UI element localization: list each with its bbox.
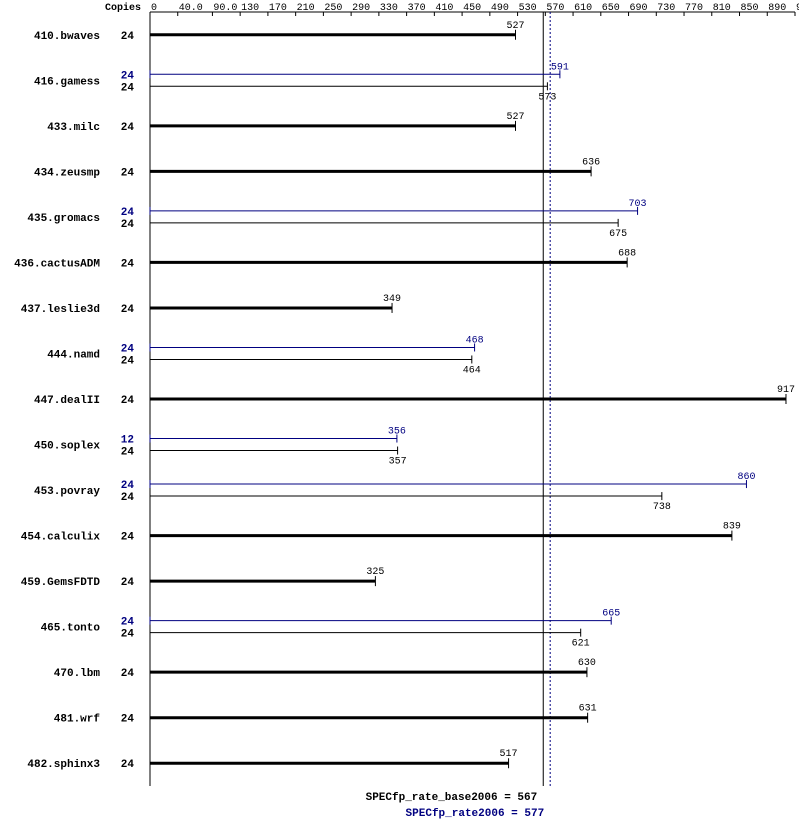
x-tick-label: 450 <box>463 3 481 14</box>
bar-base-value: 688 <box>618 248 636 259</box>
bar-base-value: 839 <box>723 522 741 533</box>
benchmark-name: 433.milc <box>47 122 100 134</box>
copies-base: 24 <box>121 395 135 407</box>
x-tick-label: 210 <box>297 3 315 14</box>
bar-base-value: 527 <box>506 21 524 32</box>
copies-base: 24 <box>121 577 135 589</box>
benchmark-name: 410.bwaves <box>34 31 100 43</box>
x-tick-label: 770 <box>685 3 703 14</box>
benchmark-name: 454.calculix <box>21 532 101 544</box>
benchmark-name: 437.leslie3d <box>21 304 100 316</box>
benchmark-name: 470.lbm <box>54 668 101 680</box>
benchmark-name: 444.namd <box>47 349 100 361</box>
bar-peak-value: 468 <box>466 335 484 346</box>
copies-base: 24 <box>121 532 135 544</box>
x-tick-label: 610 <box>574 3 592 14</box>
copies-base: 24 <box>121 258 135 270</box>
x-tick-label: 810 <box>713 3 731 14</box>
spec-chart: 0 40.0 90.0 130 170 210 250 290 330 370 410 450 490 5… <box>0 0 799 831</box>
bar-base-value: 349 <box>383 294 401 305</box>
benchmark-name: 416.gamess <box>34 76 100 88</box>
x-tick-label: 650 <box>602 3 620 14</box>
x-tick-label: 130 <box>241 3 259 14</box>
footer-peak-label: SPECfp_rate2006 = 577 <box>406 808 545 820</box>
copies-peak: 24 <box>121 343 135 355</box>
bar-base-value: 631 <box>579 704 597 715</box>
copies-base: 24 <box>121 629 135 641</box>
bar-base-value: 917 <box>777 385 795 396</box>
copies-header: Copies <box>105 2 141 14</box>
x-tick-label: 410 <box>435 3 453 14</box>
footer-base-label: SPECfp_rate_base2006 = 567 <box>366 792 538 804</box>
benchmark-name: 436.cactusADM <box>14 258 100 270</box>
x-tick-label: 730 <box>657 3 675 14</box>
benchmark-name: 434.zeusmp <box>34 167 100 179</box>
bar-base-value: 527 <box>506 112 524 123</box>
benchmark-name: 459.GemsFDTD <box>21 577 101 589</box>
x-tick-label: 290 <box>352 3 370 14</box>
benchmark-name: 465.tonto <box>41 623 101 635</box>
benchmark-name: 435.gromacs <box>27 213 100 225</box>
copies-peak: 24 <box>121 207 135 219</box>
bar-peak-value: 591 <box>551 62 569 73</box>
copies-base: 24 <box>121 167 135 179</box>
x-tick-label: 370 <box>408 3 426 14</box>
x-tick-label: 170 <box>269 3 287 14</box>
bar-peak-value: 665 <box>602 609 620 620</box>
x-tick-label: 570 <box>546 3 564 14</box>
bar-peak-value: 703 <box>629 199 647 210</box>
x-tick-label: 890 <box>768 3 786 14</box>
bar-base-value: 630 <box>578 658 596 669</box>
copies-base: 24 <box>121 31 135 43</box>
copies-base: 24 <box>121 82 135 94</box>
copies-peak: 12 <box>121 435 134 447</box>
bar-base-value: 464 <box>463 365 481 376</box>
bar-base-value: 636 <box>582 157 600 168</box>
bar-base-value: 621 <box>572 639 590 650</box>
x-tick-label: 490 <box>491 3 509 14</box>
x-tick-label: 530 <box>519 3 537 14</box>
copies-peak: 24 <box>121 480 135 492</box>
x-tick-label: 690 <box>630 3 648 14</box>
bar-base-value: 517 <box>500 749 518 760</box>
copies-base: 24 <box>121 355 135 367</box>
benchmark-name: 447.dealII <box>34 395 100 407</box>
copies-base: 24 <box>121 122 135 134</box>
copies-base: 24 <box>121 447 135 459</box>
x-tick-label: 0 <box>151 3 157 14</box>
benchmark-name: 453.povray <box>34 486 100 498</box>
copies-base: 24 <box>121 668 135 680</box>
benchmark-name: 481.wrf <box>54 714 101 726</box>
copies-base: 24 <box>121 219 135 231</box>
benchmark-name: 482.sphinx3 <box>27 759 100 771</box>
copies-base: 24 <box>121 759 135 771</box>
bar-base-value: 357 <box>389 457 407 468</box>
copies-base: 24 <box>121 304 135 316</box>
x-tick-label: 850 <box>741 3 759 14</box>
copies-peak: 24 <box>121 70 135 82</box>
bar-peak-value: 356 <box>388 427 406 438</box>
x-tick-label: 90.0 <box>213 3 237 14</box>
bar-peak-value: 860 <box>737 472 755 483</box>
copies-base: 24 <box>121 492 135 504</box>
bar-base-value: 573 <box>538 92 556 103</box>
bar-base-value: 675 <box>609 229 627 240</box>
copies-base: 24 <box>121 714 135 726</box>
copies-peak: 24 <box>121 617 135 629</box>
x-tick-label: 330 <box>380 3 398 14</box>
x-tick-label: 40.0 <box>179 3 203 14</box>
bar-base-value: 325 <box>366 567 384 578</box>
benchmark-name: 450.soplex <box>34 441 100 453</box>
bar-base-value: 738 <box>653 502 671 513</box>
x-tick-label: 250 <box>324 3 342 14</box>
